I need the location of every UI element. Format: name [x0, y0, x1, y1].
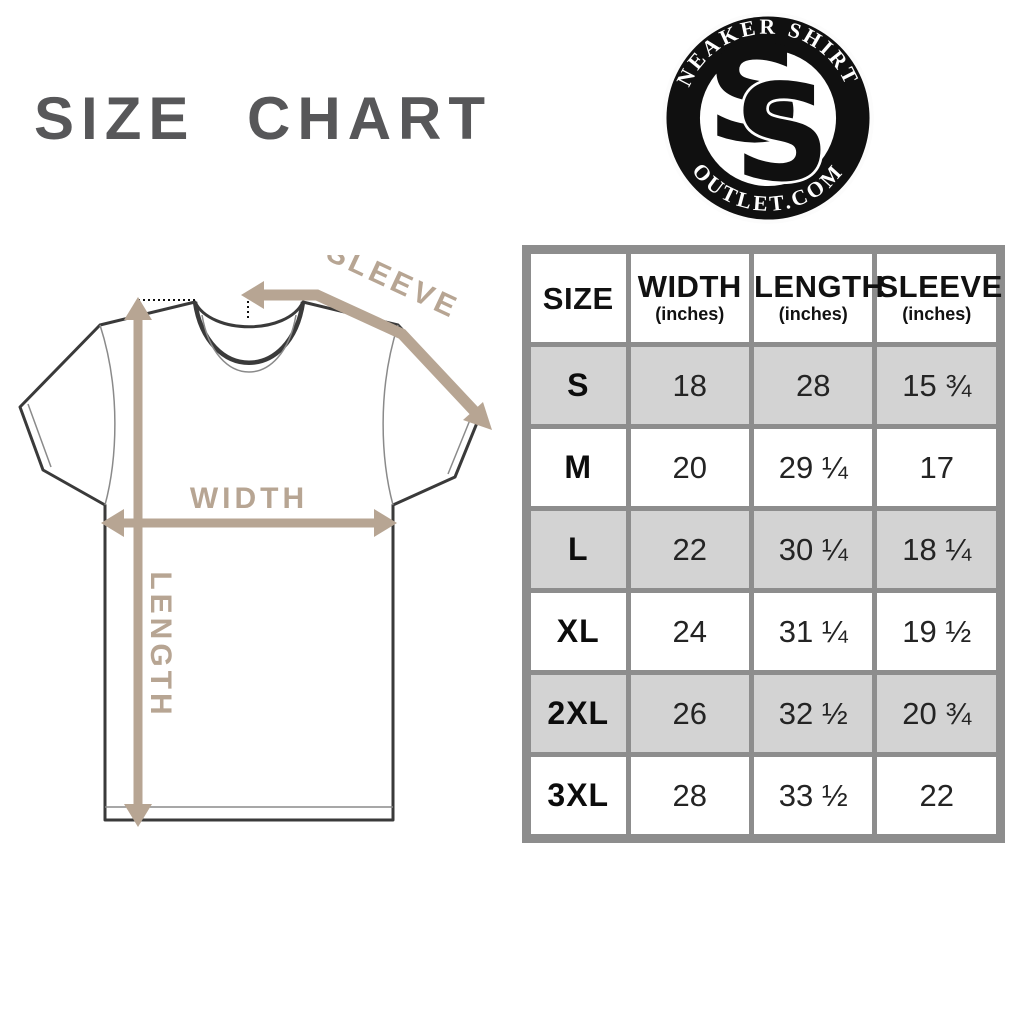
monogram-s-front: S [734, 56, 830, 212]
table-row-l: L 22 30 ¼ 18 ¼ [531, 511, 996, 588]
table-row-2xl: 2XL 26 32 ½ 20 ¾ [531, 675, 996, 752]
sleeve-cell: 17 [877, 429, 996, 506]
width-cell: 28 [630, 757, 749, 834]
size-cell: M [531, 429, 626, 506]
width-cell: 26 [630, 675, 749, 752]
sleeve-cell: 15 ¾ [877, 347, 996, 424]
table-row-3xl: 3XL 28 33 ½ 22 [531, 757, 996, 834]
size-cell: 2XL [531, 675, 626, 752]
size-cell: XL [531, 593, 626, 670]
size-cell: L [531, 511, 626, 588]
header-sleeve: SLEEVE (inches) [877, 254, 1002, 342]
length-cell: 32 ½ [753, 675, 873, 752]
sleeve-cell: 19 ½ [877, 593, 996, 670]
width-cell: 22 [630, 511, 749, 588]
header-width: WIDTH (inches) [630, 254, 749, 342]
width-label: WIDTH [190, 482, 308, 515]
size-table-header: SIZE WIDTH (inches) LENGTH (inches) SLEE… [531, 254, 1002, 342]
logo-monogram-ss-icon: S S [707, 17, 833, 215]
sleeve-arrow [241, 281, 492, 430]
length-cell: 31 ¼ [753, 593, 873, 670]
header-size: SIZE [531, 254, 626, 342]
header-length: LENGTH (inches) [753, 254, 884, 342]
sleeve-cell: 20 ¾ [877, 675, 996, 752]
width-arrow [101, 509, 397, 537]
armhole-seam-right [382, 324, 399, 506]
length-cell: 33 ½ [753, 757, 873, 834]
logo-inner-disc [699, 49, 837, 187]
length-cell: 29 ¼ [753, 429, 873, 506]
size-cell: 3XL [531, 757, 626, 834]
size-table-container: SIZE WIDTH (inches) LENGTH (inches) SLEE… [522, 245, 1005, 843]
table-row-xl: XL 24 31 ¼ 19 ½ [531, 593, 996, 670]
size-table: SIZE WIDTH (inches) LENGTH (inches) SLEE… [522, 245, 1005, 843]
table-row-s: S 18 28 15 ¾ [531, 347, 996, 424]
width-cell: 20 [630, 429, 749, 506]
length-cell: 28 [753, 347, 873, 424]
armhole-seam-left [99, 324, 116, 506]
width-cell: 24 [630, 593, 749, 670]
width-cell: 18 [630, 347, 749, 424]
cuff-seam-left [27, 403, 52, 468]
tshirt-outline [18, 300, 483, 822]
size-cell: S [531, 347, 626, 424]
page-title: SIZE CHART [34, 85, 492, 152]
monogram-s-back: S [707, 17, 803, 173]
sleeve-cell: 18 ¼ [877, 511, 996, 588]
tshirt-measurement-diagram: WIDTH LENGTH SLEEVE [18, 255, 492, 827]
collar-stitch-arc [201, 314, 297, 373]
length-cell: 30 ¼ [753, 511, 873, 588]
sleeve-cell: 22 [877, 757, 996, 834]
collar-bold-arc [192, 301, 306, 365]
length-arrow [124, 297, 152, 827]
length-label: LENGTH [144, 571, 177, 718]
table-row-m: M 20 29 ¼ 17 [531, 429, 996, 506]
